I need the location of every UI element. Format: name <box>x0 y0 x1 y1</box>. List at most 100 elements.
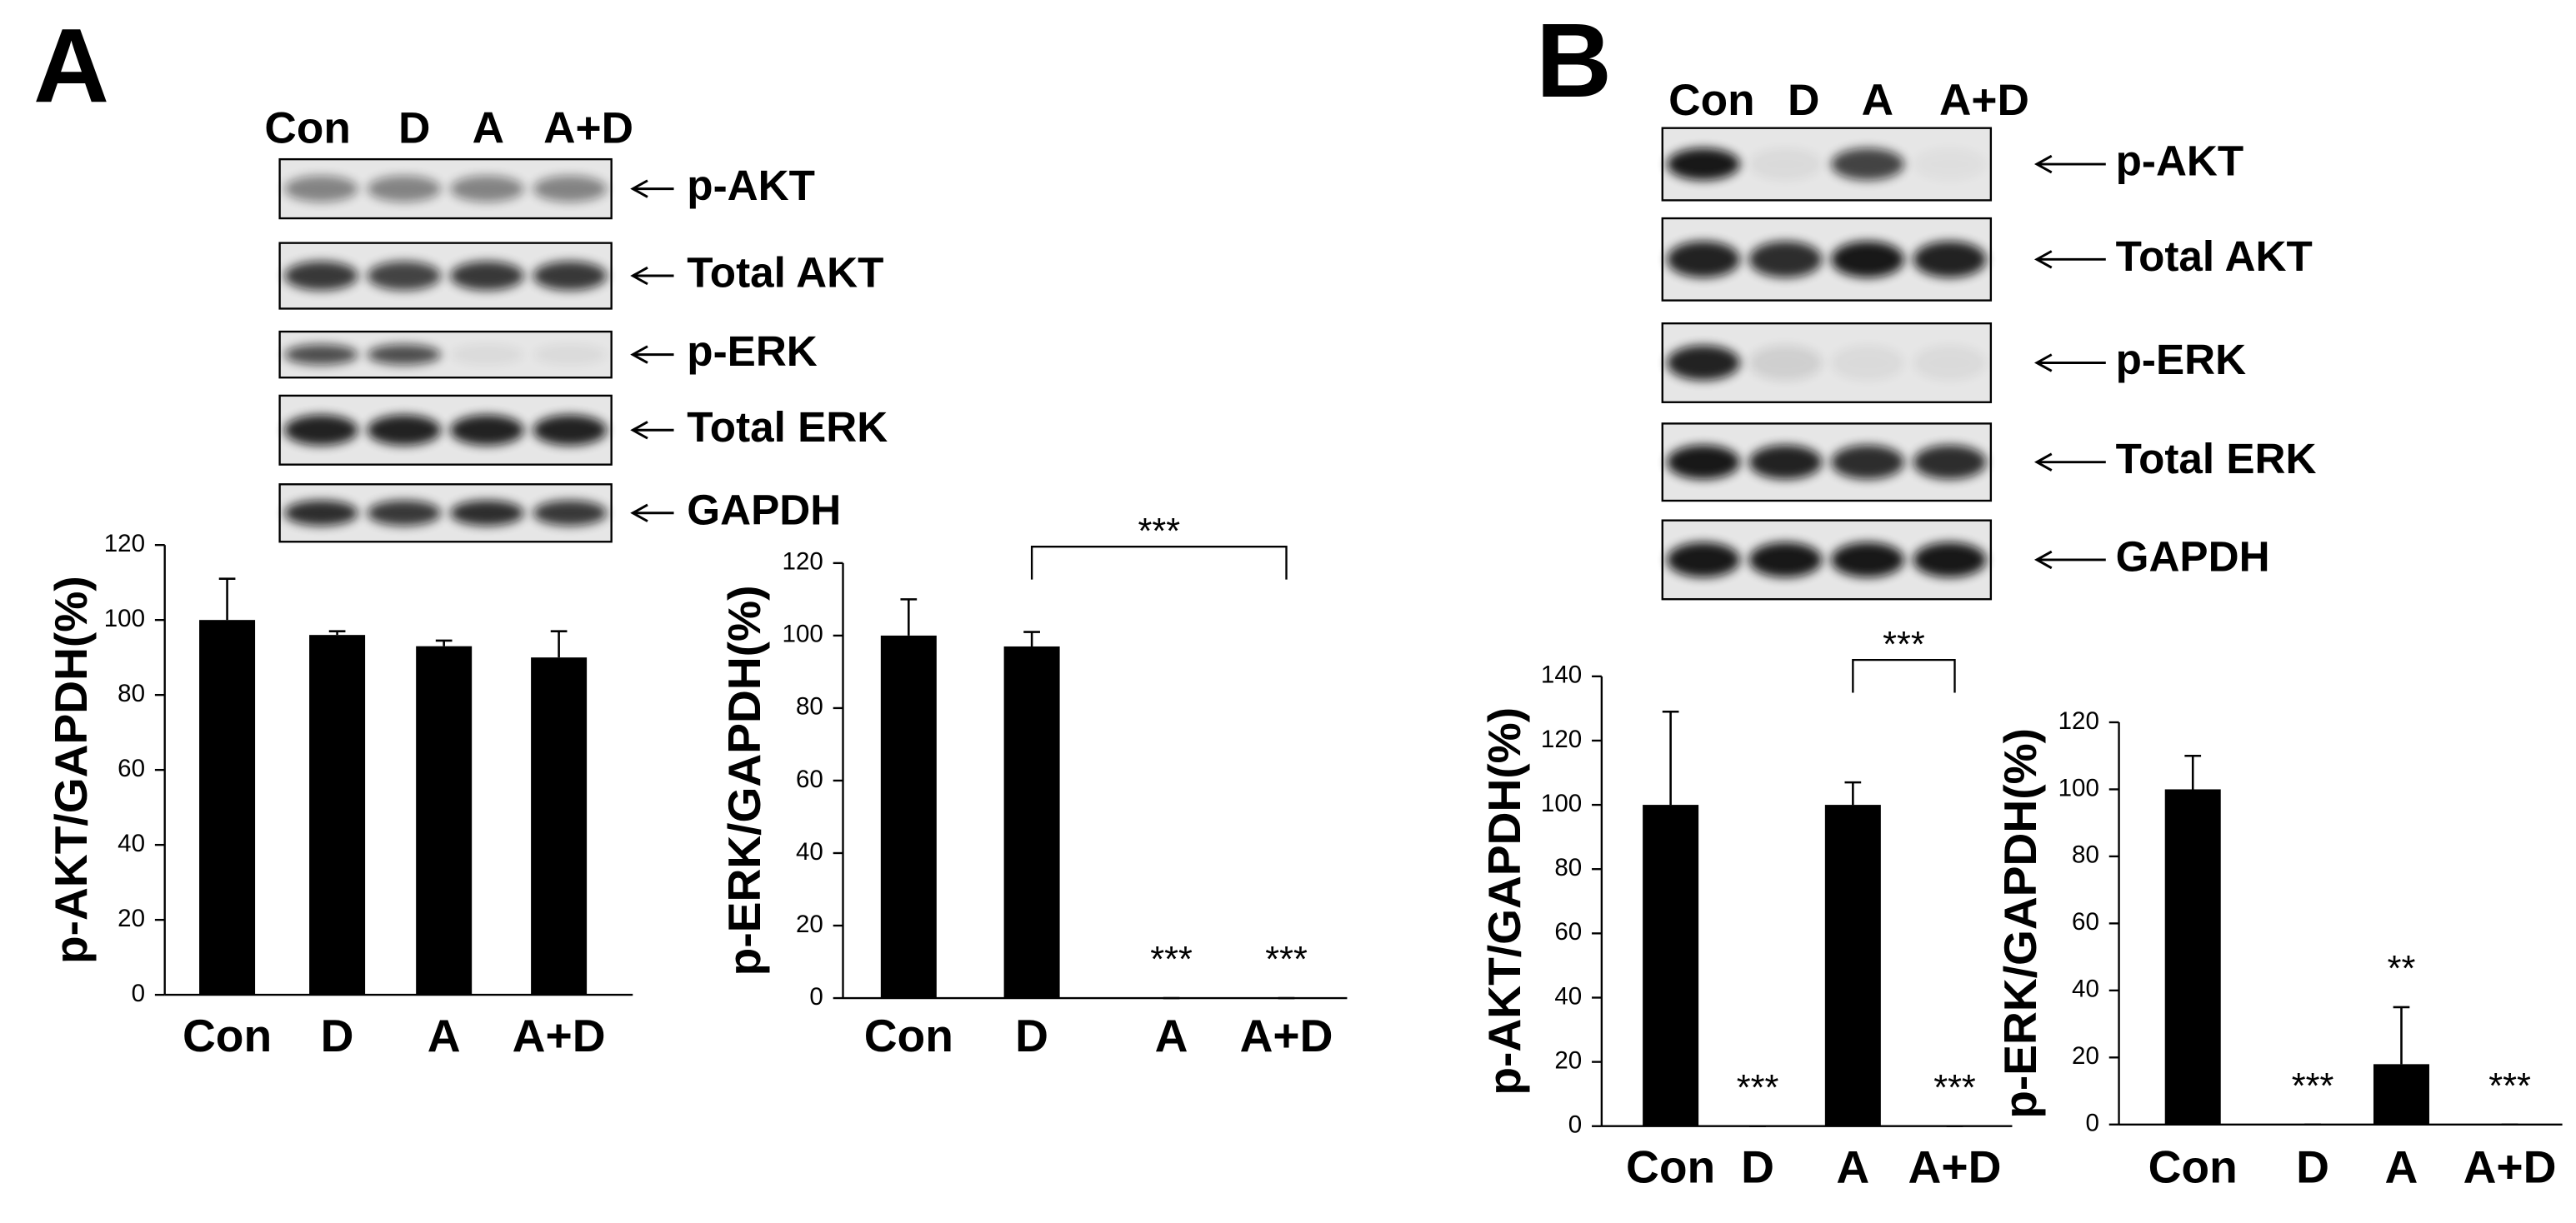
blot-band <box>533 344 608 365</box>
y-tick-label: 100 <box>783 621 823 648</box>
blot-band <box>284 414 358 446</box>
bar <box>880 635 937 999</box>
y-tick-label: 0 <box>1568 1111 1582 1139</box>
y-tick-label: 20 <box>796 911 823 938</box>
x-tick-label: D <box>2296 1141 2329 1193</box>
x-tick-label: Con <box>183 1010 272 1061</box>
arrow-head <box>630 179 648 198</box>
lane-label: A+D <box>1939 76 2029 125</box>
blot-band <box>1667 445 1740 480</box>
lane-label: A+D <box>543 104 633 153</box>
y-tick-label: 120 <box>783 548 823 576</box>
bar <box>309 635 366 996</box>
x-tick-label: A+D <box>1908 1141 2002 1193</box>
error-bar <box>550 630 568 658</box>
blot-band <box>533 261 608 291</box>
y-tick-label: 20 <box>1554 1046 1582 1074</box>
blot-band <box>450 175 524 202</box>
band-label: p-AKT <box>687 162 815 209</box>
blot-band <box>1748 445 1823 480</box>
error-bar <box>2393 1006 2410 1065</box>
blot-band <box>1748 542 1823 577</box>
arrow-head <box>2033 550 2053 570</box>
y-tick-label: 120 <box>104 530 145 557</box>
bar <box>1643 805 1699 1126</box>
error-bar <box>1844 781 1862 806</box>
y-tick-label: 60 <box>118 755 145 782</box>
blot-band <box>1913 445 1987 480</box>
y-tick-label: 80 <box>1554 854 1582 881</box>
bar <box>2373 1064 2429 1125</box>
bar <box>416 646 473 996</box>
blot-band <box>1913 542 1987 577</box>
error-bar <box>1023 631 1040 646</box>
blot-band <box>284 500 358 527</box>
significance-label: *** <box>1150 940 1193 980</box>
y-tick-label: 0 <box>132 980 145 1007</box>
y-tick-label: 80 <box>2072 841 2099 869</box>
blot-band <box>367 414 442 446</box>
lane-label: Con <box>264 104 350 153</box>
blot-band <box>450 261 524 291</box>
y-tick-label: 20 <box>2072 1042 2099 1070</box>
significance-label: *** <box>2488 1066 2531 1106</box>
y-tick-label: 40 <box>2072 976 2099 1003</box>
y-axis-label: p-ERK/GAPDH(%) <box>718 586 770 976</box>
significance-label: *** <box>2292 1066 2334 1106</box>
x-tick-label: A+D <box>513 1010 606 1061</box>
lane-label: D <box>1788 76 1819 125</box>
band-label: GAPDH <box>2116 532 2270 580</box>
y-tick-label: 80 <box>796 693 823 721</box>
band-label: Total AKT <box>687 249 883 297</box>
blot-band <box>1831 241 1904 278</box>
significance-bracket <box>1030 545 1288 580</box>
y-tick-label: 120 <box>2058 707 2099 735</box>
y-tick-label: 40 <box>118 830 145 857</box>
blot-band <box>1667 542 1740 577</box>
blot-band <box>450 344 524 365</box>
band-label: GAPDH <box>687 486 841 533</box>
x-tick-label: Con <box>1626 1141 1715 1193</box>
y-tick-label: 120 <box>1541 726 1582 753</box>
band-label: p-AKT <box>2116 137 2244 185</box>
x-tick-label: A+D <box>2463 1141 2557 1193</box>
error-bar <box>435 639 453 646</box>
x-tick-label: D <box>1015 1010 1048 1061</box>
arrow-head <box>2033 353 2053 372</box>
significance-label: *** <box>1737 1068 1779 1108</box>
blot-band <box>1748 241 1823 278</box>
bar <box>1003 646 1060 999</box>
blot-band <box>1667 241 1740 278</box>
blot-band <box>367 344 442 365</box>
band-label: Total ERK <box>687 403 888 451</box>
y-tick-label: 40 <box>796 838 823 866</box>
error-bar <box>328 630 346 636</box>
blot-band <box>450 414 524 446</box>
lane-label: D <box>398 104 430 153</box>
error-bar <box>218 577 236 621</box>
x-tick-label: D <box>1741 1141 1774 1193</box>
y-tick-label: 140 <box>1541 661 1582 689</box>
y-tick-label: 100 <box>2058 774 2099 801</box>
blot-band <box>367 175 442 202</box>
blot-band <box>1913 148 1987 181</box>
panel-label: B <box>1536 2 1612 119</box>
bar <box>2164 789 2221 1125</box>
x-tick-label: A <box>428 1010 461 1061</box>
blot-band <box>1748 147 1823 181</box>
bar <box>1824 805 1881 1126</box>
arrow-head <box>2033 250 2053 269</box>
band-label: Total AKT <box>2116 232 2313 280</box>
blot-band <box>284 344 358 365</box>
lane-label: A <box>473 104 504 153</box>
blot-band <box>1667 147 1740 181</box>
blot-band <box>533 500 608 527</box>
y-tick-label: 80 <box>118 680 145 707</box>
significance-label: ** <box>2388 949 2416 989</box>
lane-label: A <box>1862 76 1893 125</box>
error-bar <box>900 598 918 636</box>
bar <box>531 657 588 996</box>
significance-label: *** <box>1265 940 1308 980</box>
